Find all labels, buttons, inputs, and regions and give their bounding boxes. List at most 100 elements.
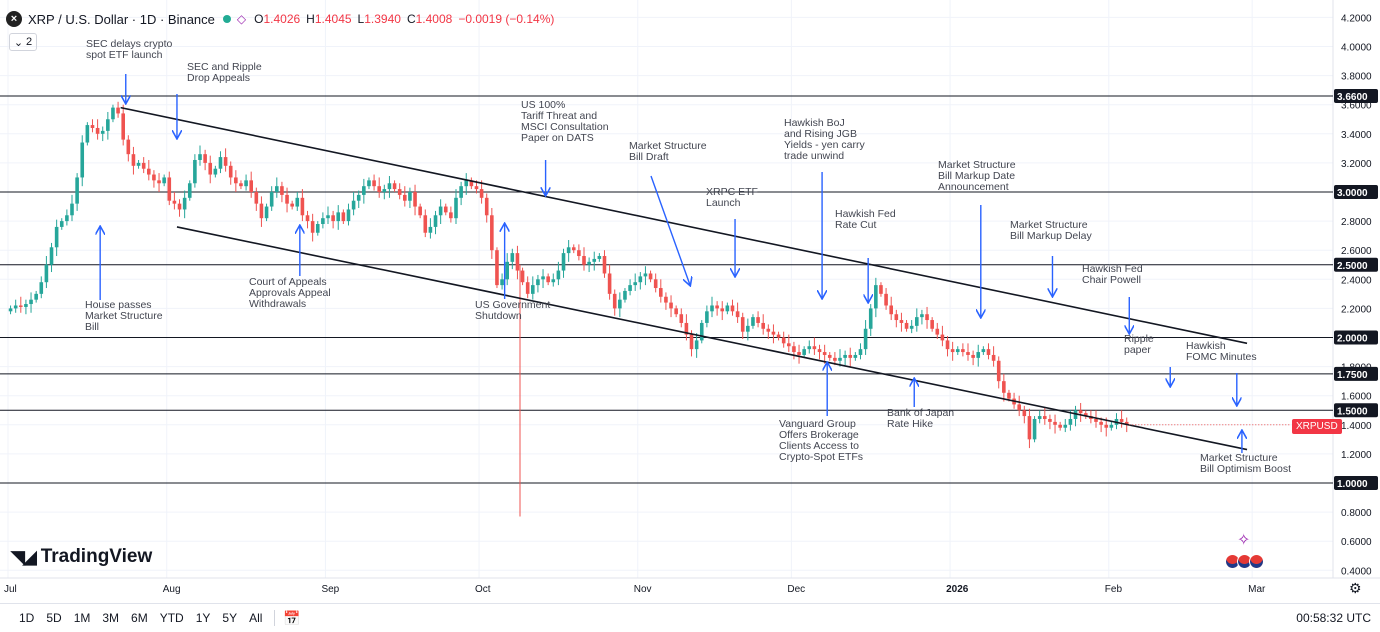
candle — [29, 292, 33, 313]
candle-body — [725, 305, 730, 312]
candle-body — [1002, 381, 1006, 393]
candle-body — [669, 302, 673, 309]
candle — [986, 343, 991, 360]
candle-body — [1119, 418, 1124, 422]
timeframe-button-3m[interactable]: 3M — [102, 611, 120, 625]
candle — [561, 248, 566, 278]
economic-events-icons[interactable] — [1225, 554, 1264, 569]
candle — [223, 148, 228, 172]
close-x-icon[interactable]: × — [6, 11, 22, 27]
candle — [500, 273, 504, 290]
annotation-label: Market Structure Bill Draft — [629, 140, 707, 163]
candles — [8, 101, 1129, 449]
candle — [971, 350, 975, 366]
flow-icon[interactable]: ◇ — [236, 12, 247, 26]
candle-body — [438, 206, 443, 216]
candle-body — [638, 276, 643, 283]
level-price-label: 2.5000 — [1337, 261, 1368, 272]
candle-body — [940, 334, 945, 341]
annotation-label-line: Yields - yen carry — [784, 139, 865, 151]
candle-body — [1032, 418, 1037, 440]
candle — [218, 151, 223, 174]
candle — [761, 314, 765, 335]
indicators-collapse-button[interactable]: ⌄ 2 — [9, 33, 37, 51]
candle — [618, 292, 622, 318]
candle-body — [111, 107, 115, 120]
annotation-label-line: trade unwind — [784, 150, 844, 162]
candle-body — [285, 194, 289, 204]
candle — [607, 264, 612, 300]
candle — [577, 244, 581, 261]
candle — [1048, 414, 1052, 430]
annotation: Bank of Japan Rate Hike — [887, 379, 954, 430]
candle — [479, 180, 484, 204]
candle — [8, 305, 13, 315]
timeframe-button-1m[interactable]: 1M — [73, 611, 91, 625]
candle-body — [848, 354, 853, 358]
timeframe-button-6m[interactable]: 6M — [131, 611, 148, 625]
candle-body — [868, 308, 873, 329]
candle-body — [1017, 404, 1021, 411]
candle-body — [771, 331, 776, 335]
ohlc-high: H1.4045 — [306, 12, 352, 26]
candle — [904, 320, 909, 332]
annotation-label-line: Announcement — [938, 181, 1009, 193]
timeframe-button-5y[interactable]: 5Y — [222, 611, 238, 625]
candle-body — [408, 192, 412, 201]
candle — [397, 183, 402, 200]
candle — [484, 193, 489, 223]
candle-body — [418, 206, 422, 216]
candle — [459, 181, 463, 206]
candle-body — [838, 357, 842, 361]
candle-body — [1063, 424, 1068, 428]
candle — [438, 199, 443, 225]
timeframe-button-5d[interactable]: 5D — [46, 611, 62, 625]
calendar-range-icon[interactable]: 📅 — [283, 609, 301, 626]
assistant-icon-wrap[interactable]: ✧ — [1237, 530, 1250, 550]
candle — [34, 290, 38, 303]
candle-body — [19, 305, 23, 307]
utc-clock[interactable]: 00:58:32 UTC — [1296, 611, 1371, 625]
candle — [228, 161, 233, 185]
candle — [792, 341, 796, 360]
candle-body — [433, 215, 438, 227]
timeframe-button-all[interactable]: All — [249, 611, 263, 625]
candle-body — [623, 290, 627, 300]
annotation-label-line: Bill — [85, 321, 99, 333]
timeframe-button-1y[interactable]: 1Y — [195, 611, 211, 625]
tradingview-logo[interactable]: ◥◢ TradingView — [11, 546, 153, 567]
candle-body — [54, 226, 59, 248]
timeframe-button-1d[interactable]: 1D — [19, 611, 35, 625]
gear-icon[interactable]: ⚙ — [1349, 580, 1362, 596]
candle — [264, 203, 269, 222]
candle — [822, 344, 827, 364]
candle — [920, 309, 924, 325]
symbol-title[interactable]: XRP / U.S. Dollar · 1D · Binance — [28, 11, 215, 27]
price-chart[interactable]: 4.2000 4.0000 3.8000 3.6000 3.4000 3.2000 3.00… — [0, 0, 1380, 603]
candle-body — [628, 285, 632, 291]
candle-body — [300, 197, 305, 216]
candle — [730, 299, 735, 316]
candle-body — [1058, 424, 1062, 428]
candle-body — [863, 328, 868, 350]
candle — [587, 257, 591, 273]
candle-body — [541, 276, 545, 280]
sparkle-icon: ✧ — [1237, 532, 1251, 549]
candle — [310, 213, 315, 242]
bottom-toolbar: 1D 5D 1M 3M 6M YTD 1Y 5Y All 📅 00:58:32 UTC — [0, 603, 1380, 632]
candle-body — [1094, 418, 1098, 422]
candle — [950, 341, 955, 361]
candle-body — [935, 328, 940, 335]
candle — [725, 302, 730, 315]
candle-body — [699, 322, 704, 341]
candle-body — [310, 221, 315, 233]
candle-body — [331, 215, 335, 222]
timeframe-button-ytd[interactable]: YTD — [159, 611, 184, 625]
annotation: Hawkish Fed Chair Powell — [1082, 263, 1143, 333]
candle — [520, 267, 525, 286]
annotation-label-line: Market Structure — [1200, 452, 1278, 464]
candle — [597, 253, 602, 262]
candle-body — [1068, 418, 1073, 425]
candle — [300, 189, 305, 222]
candle-body — [136, 162, 141, 166]
